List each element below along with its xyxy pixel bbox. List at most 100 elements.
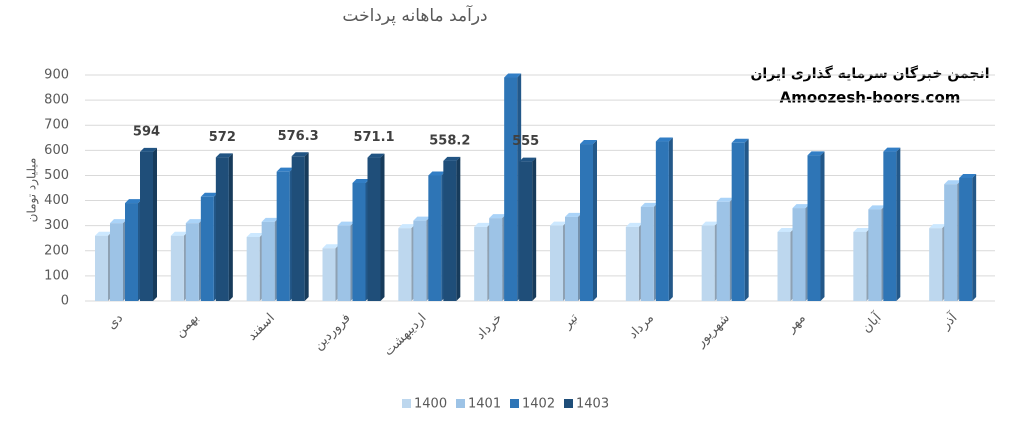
bar-top <box>200 192 218 197</box>
x-tick-label: فروردین <box>311 311 354 354</box>
bar-top <box>428 171 446 176</box>
annotation: انجمن خبرگان سرمایه گذاری ایران <box>750 65 989 82</box>
bar-top <box>95 231 112 236</box>
bar-top <box>929 224 947 229</box>
data-label: 576.3 <box>278 129 319 144</box>
data-label: 571.1 <box>353 130 394 145</box>
bar-front <box>367 157 381 301</box>
bar-front <box>580 144 593 301</box>
x-tick-label: خرداد <box>473 311 505 343</box>
bar <box>489 214 507 301</box>
bar-side <box>153 147 157 301</box>
bar-front <box>716 201 730 301</box>
bar-top <box>246 232 264 237</box>
legend-label: 1403 <box>576 397 609 412</box>
bar-front <box>489 218 503 301</box>
x-tick-label: شهریور <box>693 311 733 351</box>
bar-front <box>944 184 958 301</box>
bar <box>625 222 643 301</box>
bar-front <box>777 231 791 301</box>
bar-side <box>668 137 673 301</box>
bar-top <box>519 157 537 162</box>
bar <box>701 221 719 301</box>
bar-front <box>185 223 199 301</box>
annotation: Amoozesh-boors.com <box>780 89 961 107</box>
bar-top <box>261 217 279 222</box>
bar-top <box>731 138 749 143</box>
bar-top <box>337 221 355 226</box>
data-label: 555 <box>512 134 539 149</box>
bar <box>716 197 734 301</box>
bar-front <box>215 157 229 301</box>
bar-front <box>640 206 654 301</box>
bar <box>959 173 977 301</box>
bar-front <box>200 196 214 301</box>
bar <box>474 222 492 301</box>
bar <box>929 224 947 301</box>
bar-front <box>929 228 943 301</box>
bar-front <box>731 142 745 301</box>
bar <box>777 227 795 301</box>
bar-side <box>228 153 233 301</box>
bar-front <box>625 226 639 301</box>
bar-front <box>261 221 275 301</box>
bar-top <box>580 140 597 145</box>
legend-label: 1401 <box>468 397 501 412</box>
bar-front <box>701 225 715 301</box>
bar-side <box>820 151 825 301</box>
y-tick-label: 400 <box>44 193 69 208</box>
data-label: 594 <box>133 124 160 139</box>
bar <box>868 205 886 301</box>
x-tick-label: تیر <box>559 310 581 332</box>
bar <box>337 221 355 301</box>
bar-front <box>140 151 153 301</box>
bar <box>428 171 446 301</box>
bar <box>807 151 825 301</box>
bar-side <box>972 173 977 301</box>
bar <box>413 216 431 301</box>
bar-front <box>276 171 290 301</box>
bar <box>215 153 233 301</box>
bar-top <box>550 221 567 226</box>
bar-top <box>489 214 507 219</box>
y-tick-label: 200 <box>44 243 69 258</box>
bar-top <box>807 151 825 156</box>
bar-top <box>504 73 522 78</box>
bar-side <box>593 140 597 301</box>
bar-front <box>550 225 563 301</box>
bar-front <box>170 235 184 301</box>
bar-front <box>322 248 336 301</box>
bar <box>655 137 673 301</box>
bar-top <box>565 212 582 217</box>
bar <box>565 212 582 301</box>
bar <box>519 157 537 301</box>
bar-front <box>959 177 973 301</box>
bar <box>443 156 461 301</box>
bar <box>580 140 597 301</box>
x-tick-label: بهمن <box>172 311 202 341</box>
bar-side <box>304 152 309 301</box>
bar <box>322 244 340 301</box>
legend-swatch <box>510 399 519 408</box>
x-tick-label: اسفند <box>245 311 278 344</box>
x-tick-label: آذر <box>937 308 962 333</box>
bar-front <box>428 175 442 301</box>
bar <box>944 180 962 301</box>
y-tick-label: 500 <box>44 168 69 183</box>
y-tick-label: 700 <box>44 118 69 133</box>
bar-front <box>413 220 427 301</box>
bar-front <box>868 209 882 301</box>
bar-top <box>474 222 492 227</box>
bar-top <box>625 222 643 227</box>
bar <box>792 204 810 301</box>
bar-front <box>565 216 578 301</box>
bar-top <box>367 153 385 158</box>
bar-front <box>352 182 366 301</box>
bar-top <box>291 152 309 157</box>
bar <box>95 231 112 301</box>
bar <box>731 138 749 301</box>
legend-swatch <box>456 399 465 408</box>
y-tick-label: 300 <box>44 218 69 233</box>
x-tick-label: اردیبهشت <box>381 311 429 359</box>
